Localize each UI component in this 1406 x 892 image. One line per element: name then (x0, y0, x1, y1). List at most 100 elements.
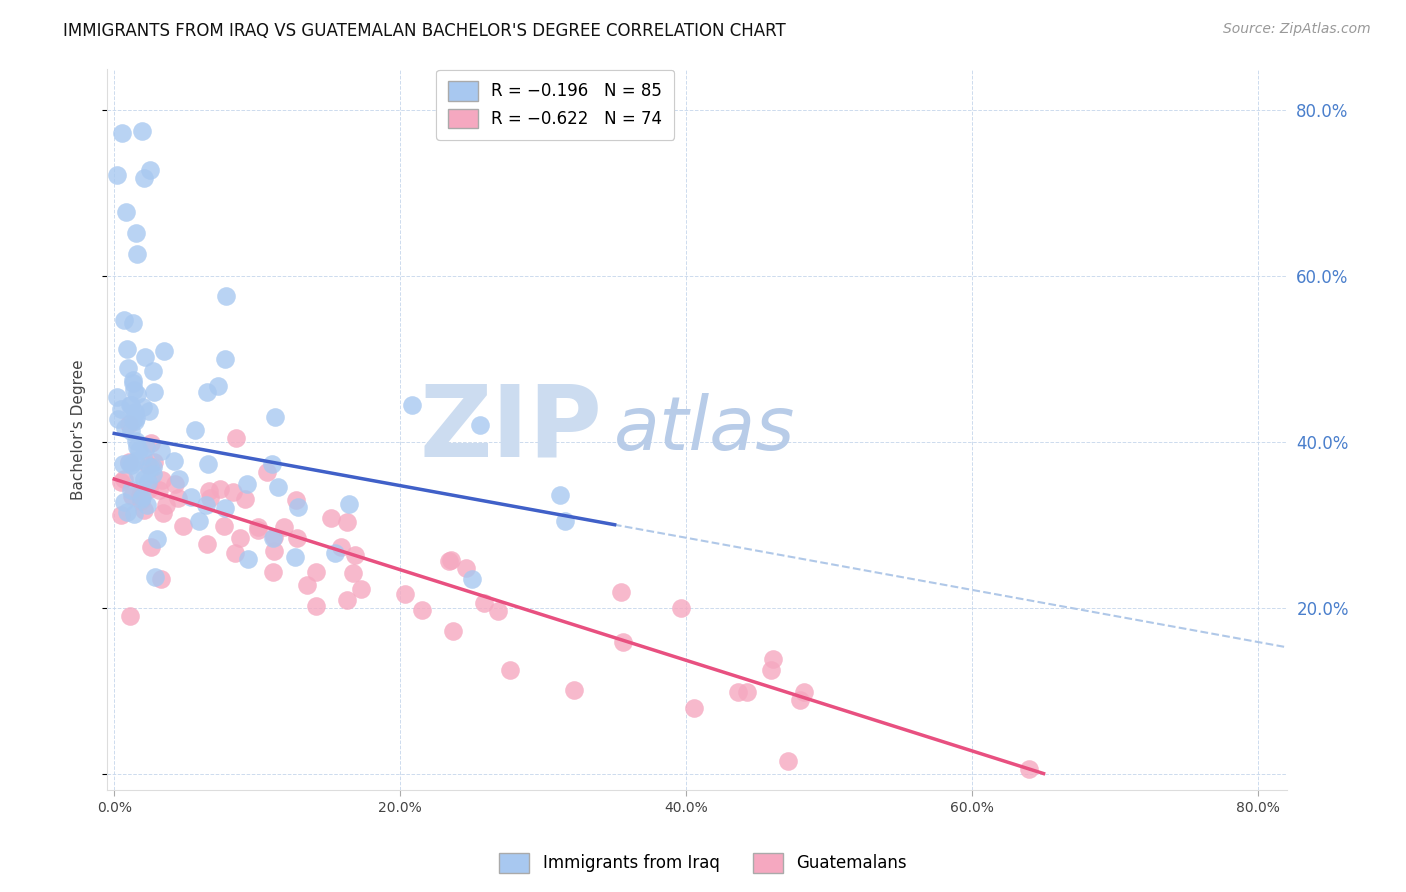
Text: ZIP: ZIP (419, 381, 603, 478)
Point (264, 410, 287, 425)
Point (129, 492, 152, 507)
Point (683, 701, 706, 715)
Point (229, 531, 252, 545)
Point (131, 494, 153, 508)
Point (124, 508, 146, 522)
Point (131, 123, 153, 137)
Point (267, 480, 290, 494)
Point (127, 440, 149, 454)
Point (195, 537, 218, 551)
Point (669, 601, 692, 615)
Point (305, 599, 328, 614)
Point (167, 472, 190, 486)
Point (167, 491, 190, 506)
Point (440, 553, 463, 567)
Point (394, 587, 416, 601)
Point (150, 572, 173, 586)
Point (554, 514, 576, 528)
Point (111, 126, 134, 140)
Point (148, 483, 170, 497)
Point (117, 360, 139, 375)
Point (155, 499, 177, 513)
Point (110, 508, 132, 522)
Point (246, 520, 269, 534)
Point (118, 417, 141, 431)
Point (127, 467, 149, 481)
Point (112, 495, 135, 509)
Point (437, 554, 460, 568)
Point (411, 603, 433, 617)
Point (262, 531, 284, 545)
Point (263, 544, 285, 558)
Point (120, 398, 142, 412)
Point (150, 473, 173, 487)
Point (285, 531, 308, 545)
Point (118, 455, 141, 469)
Point (212, 519, 235, 533)
Point (139, 460, 162, 475)
Point (120, 483, 142, 497)
Point (127, 387, 149, 401)
Point (132, 472, 155, 486)
Point (207, 379, 229, 393)
Point (121, 376, 143, 391)
Point (124, 414, 146, 428)
Point (134, 503, 156, 517)
Y-axis label: Bachelor's Degree: Bachelor's Degree (72, 359, 86, 500)
Point (120, 608, 142, 623)
Point (297, 578, 319, 592)
Point (735, 685, 758, 699)
Point (118, 456, 141, 470)
Point (194, 498, 217, 512)
Point (208, 482, 231, 496)
Point (127, 247, 149, 261)
Point (562, 683, 585, 698)
Point (143, 384, 166, 399)
Point (215, 289, 238, 303)
Point (195, 385, 218, 400)
Point (246, 523, 269, 537)
Point (139, 436, 162, 450)
Point (759, 663, 782, 677)
Point (263, 530, 285, 544)
Point (125, 411, 148, 425)
Point (149, 444, 172, 458)
Point (142, 364, 165, 378)
Point (470, 417, 492, 432)
Point (172, 518, 194, 533)
Point (121, 373, 143, 387)
Point (142, 455, 165, 469)
Point (135, 440, 157, 454)
Point (143, 570, 166, 584)
Point (727, 685, 749, 699)
Point (125, 226, 148, 240)
Point (121, 489, 143, 503)
Point (214, 501, 236, 516)
Point (336, 592, 359, 607)
Point (134, 351, 156, 365)
Point (152, 344, 174, 359)
Point (120, 424, 142, 438)
Point (287, 500, 309, 514)
Point (115, 205, 138, 219)
Point (342, 566, 364, 581)
Point (260, 457, 283, 471)
Point (256, 465, 278, 479)
Point (612, 635, 634, 649)
Point (350, 582, 373, 597)
Point (110, 475, 132, 489)
Point (323, 546, 346, 560)
Point (263, 566, 285, 580)
Point (115, 504, 138, 518)
Point (499, 664, 522, 678)
Point (112, 457, 135, 471)
Point (273, 520, 295, 534)
Point (793, 685, 815, 699)
Point (222, 484, 245, 499)
Point (139, 540, 162, 554)
Point (124, 454, 146, 468)
Point (233, 491, 256, 506)
Point (461, 572, 484, 586)
Point (197, 457, 219, 471)
Legend: Immigrants from Iraq, Guatemalans: Immigrants from Iraq, Guatemalans (492, 847, 914, 880)
